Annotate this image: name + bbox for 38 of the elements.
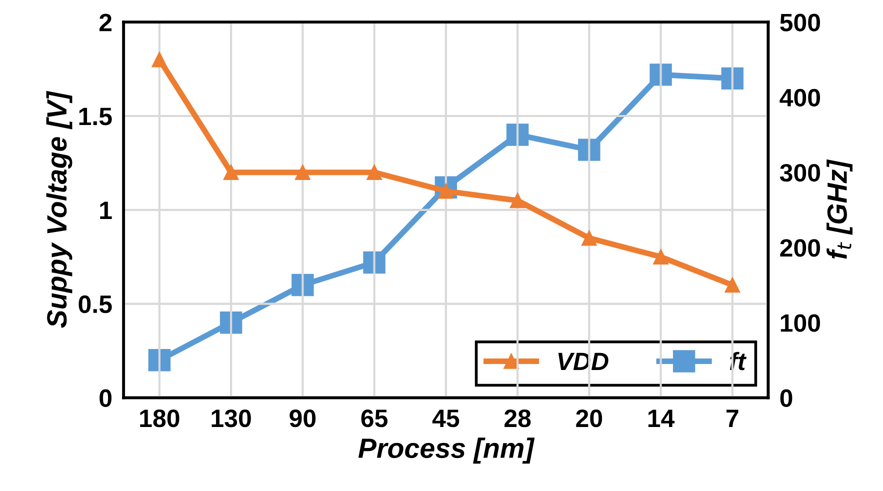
x-tick-label: 90 xyxy=(290,409,316,428)
y-tick-label: 1 xyxy=(100,202,112,219)
x-tick-label: 14 xyxy=(648,410,675,427)
y2-tick-label: 200 xyxy=(780,239,820,257)
legend-label: VDD xyxy=(558,352,608,370)
y-tick-label: 0 xyxy=(100,389,112,408)
x-tick-label: 65 xyxy=(361,409,388,428)
x-tick-label: 45 xyxy=(432,410,460,428)
point xyxy=(366,164,382,180)
y2-axis-title: f$_{t}$ [GHz] xyxy=(826,159,852,259)
y2-tick-label: 0 xyxy=(780,389,792,408)
y2-tick-label: 400 xyxy=(780,88,820,107)
x-tick-label: 130 xyxy=(212,409,251,428)
y-tick-label: 2 xyxy=(99,14,112,32)
point xyxy=(724,277,740,293)
y2-tick-label: 300 xyxy=(780,164,820,182)
y2-tick-label: 100 xyxy=(780,314,820,332)
point xyxy=(292,274,314,296)
point xyxy=(650,64,672,86)
point xyxy=(510,192,526,208)
point xyxy=(578,138,600,161)
y-tick-label: 1.5 xyxy=(79,108,112,126)
point xyxy=(506,124,529,146)
y2-tick-label: 500 xyxy=(780,14,820,32)
point xyxy=(582,230,597,246)
y-axis-title: Suppy Voltage [V] xyxy=(46,90,72,328)
x-tick-label: 20 xyxy=(576,409,602,428)
point xyxy=(223,164,239,180)
y-tick-label: 0.5 xyxy=(78,295,112,314)
x-tick-label: 180 xyxy=(140,409,180,428)
point xyxy=(152,52,168,68)
x-tick-label: 28 xyxy=(504,409,531,428)
point xyxy=(363,251,386,274)
x-tick-label: 7 xyxy=(726,410,738,427)
x-axis-title: Process [nm] xyxy=(358,438,535,464)
point xyxy=(295,164,310,180)
point xyxy=(148,349,171,372)
point xyxy=(653,249,668,264)
